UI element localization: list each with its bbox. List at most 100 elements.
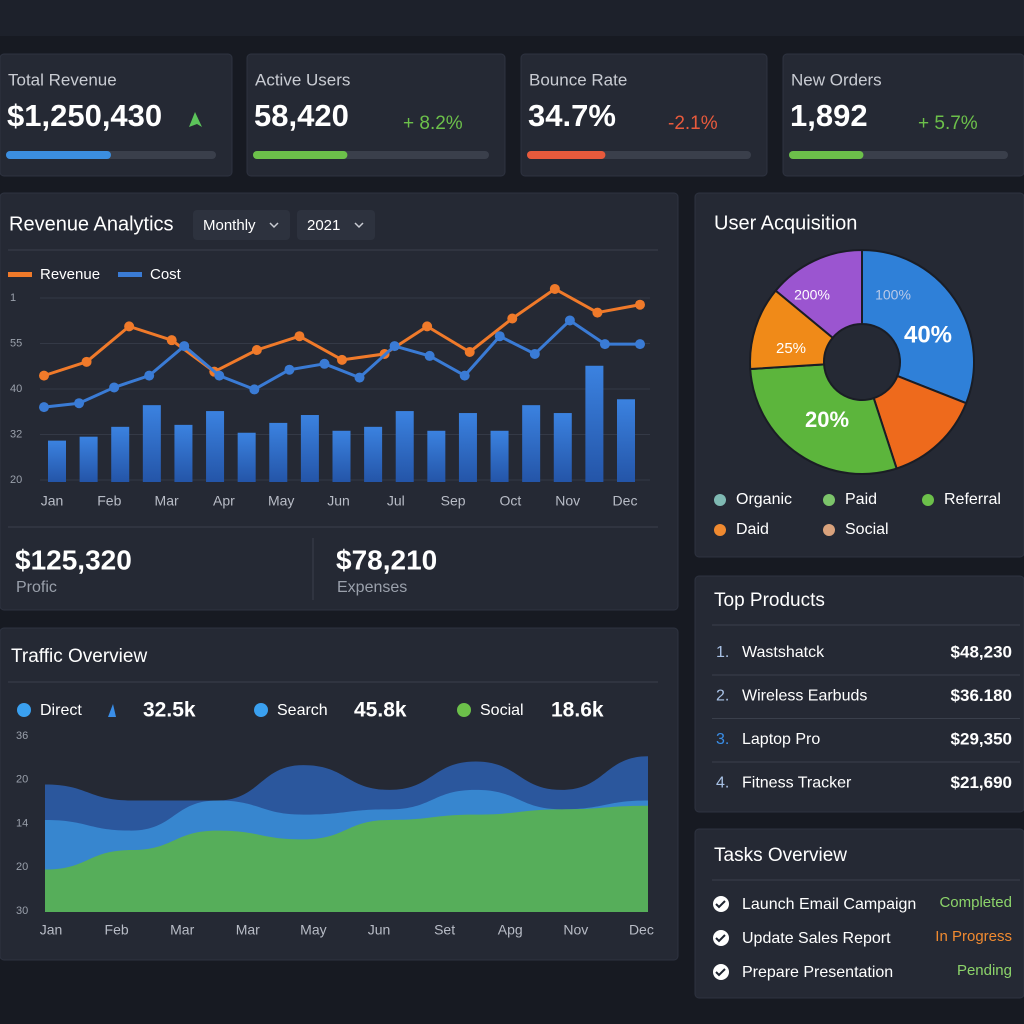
check-mark (715, 934, 726, 943)
line-point (564, 315, 575, 326)
y-axis-label: 20 (16, 861, 28, 873)
product-name: Fitness Tracker (742, 775, 852, 792)
summary-label: Expenses (337, 579, 407, 596)
donut-annotation: 20% (805, 407, 849, 432)
dropdown[interactable] (193, 210, 290, 240)
line-point (39, 402, 49, 413)
bar (111, 426, 130, 482)
legend-icon (92, 704, 116, 717)
x-axis-label: Dec (613, 493, 638, 509)
donut-annotation: 200% (794, 287, 830, 303)
rank: 2. (716, 688, 729, 705)
donut-segment (861, 248, 975, 405)
legend-label: Direct (40, 702, 82, 719)
line-point (592, 307, 603, 318)
line-point (144, 370, 155, 381)
dropdown-caret[interactable] (269, 222, 279, 229)
line-series (43, 318, 640, 409)
x-axis-label: Jan (41, 493, 64, 509)
bar (427, 430, 446, 482)
legend-dot (254, 703, 268, 717)
x-axis-label: Feb (105, 922, 129, 938)
y-axis-label: 55 (10, 337, 22, 349)
card-title: Top Products (714, 590, 825, 611)
summary-label: Profic (16, 579, 57, 596)
line-point (319, 358, 330, 369)
kpi-label: Bounce Rate (529, 70, 627, 89)
x-axis-label: Sep (441, 493, 466, 509)
top-bar (0, 0, 1024, 36)
bar (237, 432, 256, 482)
x-axis-label: Nov (563, 922, 588, 938)
legend-label: Cost (150, 266, 182, 283)
product-price: $21,690 (951, 773, 1012, 792)
bar (174, 424, 193, 482)
product-name: Laptop Pro (742, 731, 820, 748)
task-name: Update Sales Report (742, 930, 891, 947)
line-point (284, 364, 295, 375)
legend-value: 32.5k (143, 699, 196, 722)
donut-segment (774, 248, 863, 340)
line-point (599, 339, 610, 350)
dropdown-label[interactable]: Monthly (203, 217, 256, 234)
bar (79, 436, 98, 482)
x-axis-label: Apr (213, 493, 235, 509)
line-point (214, 370, 225, 381)
x-axis-label: Jul (387, 493, 405, 509)
kpi-label: New Orders (791, 70, 882, 89)
legend-swatch (118, 272, 142, 277)
legend-label: Referral (944, 491, 1001, 508)
bar (490, 430, 509, 482)
line-point (39, 370, 49, 381)
dropdown-caret[interactable] (354, 222, 364, 229)
bar (364, 426, 383, 482)
legend-label: Social (480, 702, 524, 719)
legend-dot (922, 494, 934, 506)
summary-value: $125,320 (15, 544, 132, 575)
line-point (529, 348, 540, 359)
y-axis-label: 14 (16, 817, 28, 829)
donut-segment (872, 374, 968, 470)
rank: 1. (716, 644, 729, 661)
y-axis-label: 30 (16, 905, 28, 917)
bar (522, 405, 541, 482)
dropdown-label[interactable]: 2021 (307, 217, 340, 234)
line-point (354, 372, 365, 383)
x-axis-label: Oct (500, 493, 522, 509)
legend-dot (17, 703, 31, 717)
kpi-label: Total Revenue (8, 70, 117, 89)
x-axis-label: Jun (368, 922, 391, 938)
kpi-value: 34.7% (528, 98, 616, 133)
y-axis-label: 40 (10, 383, 22, 395)
legend-label: Social (845, 521, 889, 538)
progress-fill (789, 151, 864, 159)
line-point (459, 370, 470, 381)
line-point (337, 354, 347, 365)
legend-dot (823, 494, 835, 506)
line-point (81, 356, 92, 367)
product-name: Wireless Earbuds (742, 688, 867, 705)
kpi-value: 1,892 (790, 98, 868, 133)
rank: 3. (716, 731, 729, 748)
x-axis-label: Nov (555, 493, 580, 509)
line-point (549, 283, 560, 294)
y-axis-label: 20 (10, 474, 22, 486)
donut-annotation: 40% (904, 321, 952, 348)
check-mark (715, 968, 726, 977)
card (694, 575, 1024, 813)
kpi-label: Active Users (255, 70, 350, 89)
donut-annotation: 100% (875, 287, 911, 303)
line-point (109, 382, 120, 393)
donut-annotation: 25% (776, 340, 806, 357)
x-axis-label: Mar (155, 493, 179, 509)
kpi-value: 58,420 (254, 98, 349, 133)
legend-swatch (8, 272, 32, 277)
line-point (422, 321, 433, 332)
card (246, 53, 506, 177)
progress-fill (527, 151, 606, 159)
legend-label: Daid (736, 521, 769, 538)
dropdown[interactable] (297, 210, 375, 240)
task-status: Completed (939, 894, 1012, 911)
bar (300, 415, 319, 482)
